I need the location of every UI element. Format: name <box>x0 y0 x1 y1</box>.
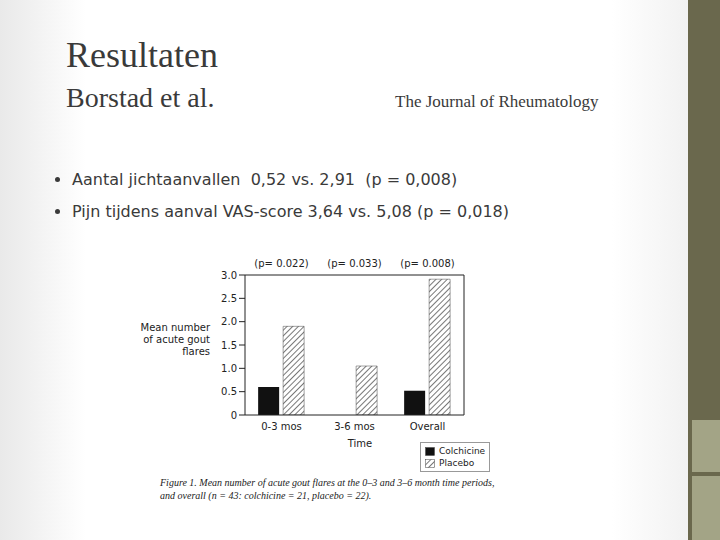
html-text:Figure 1. Mean number of acute: Figure 1. Mean number of acute gout flar… <box>160 477 495 501</box>
html-text:Resultaten: Resultaten <box>66 35 218 75</box>
svg-text:1.0: 1.0 <box>221 363 237 374</box>
svg-text:1.5: 1.5 <box>221 340 237 351</box>
html-text:Aantal jichtaanvallen 0,52 vs.: Aantal jichtaanvallen 0,52 vs. 2,91 (p =… <box>72 170 458 189</box>
svg-text:0.5: 0.5 <box>221 386 237 397</box>
svg-text:(p= 0.022): (p= 0.022) <box>254 258 308 269</box>
html-text:Mean number of acute gout flar: Mean number of acute gout flares <box>140 322 210 357</box>
html-text:Time: Time <box>347 438 373 449</box>
svg-text:3-6 mos: 3-6 mos <box>334 421 375 432</box>
svg-text:(p= 0.033): (p= 0.033) <box>327 258 381 269</box>
svg-text:0: 0 <box>231 410 237 421</box>
svg-text:Overall: Overall <box>410 421 446 432</box>
svg-text:3.0: 3.0 <box>221 270 237 281</box>
svg-text:(p= 0.008): (p= 0.008) <box>400 258 454 269</box>
html-text:Colchicine: Colchicine <box>439 446 486 456</box>
html-text:Placebo: Placebo <box>439 458 475 468</box>
html-text:The Journal of Rheumatology: The Journal of Rheumatology <box>395 92 599 111</box>
svg-text:2.5: 2.5 <box>221 293 237 304</box>
svg-text:2.0: 2.0 <box>221 316 237 327</box>
svg-text:0-3 mos: 0-3 mos <box>261 421 302 432</box>
html-text:Borstad et al.: Borstad et al. <box>66 82 215 113</box>
html-text:Pijn tijdens aanval VAS-score: Pijn tijdens aanval VAS-score 3,64 vs. 5… <box>72 202 509 221</box>
